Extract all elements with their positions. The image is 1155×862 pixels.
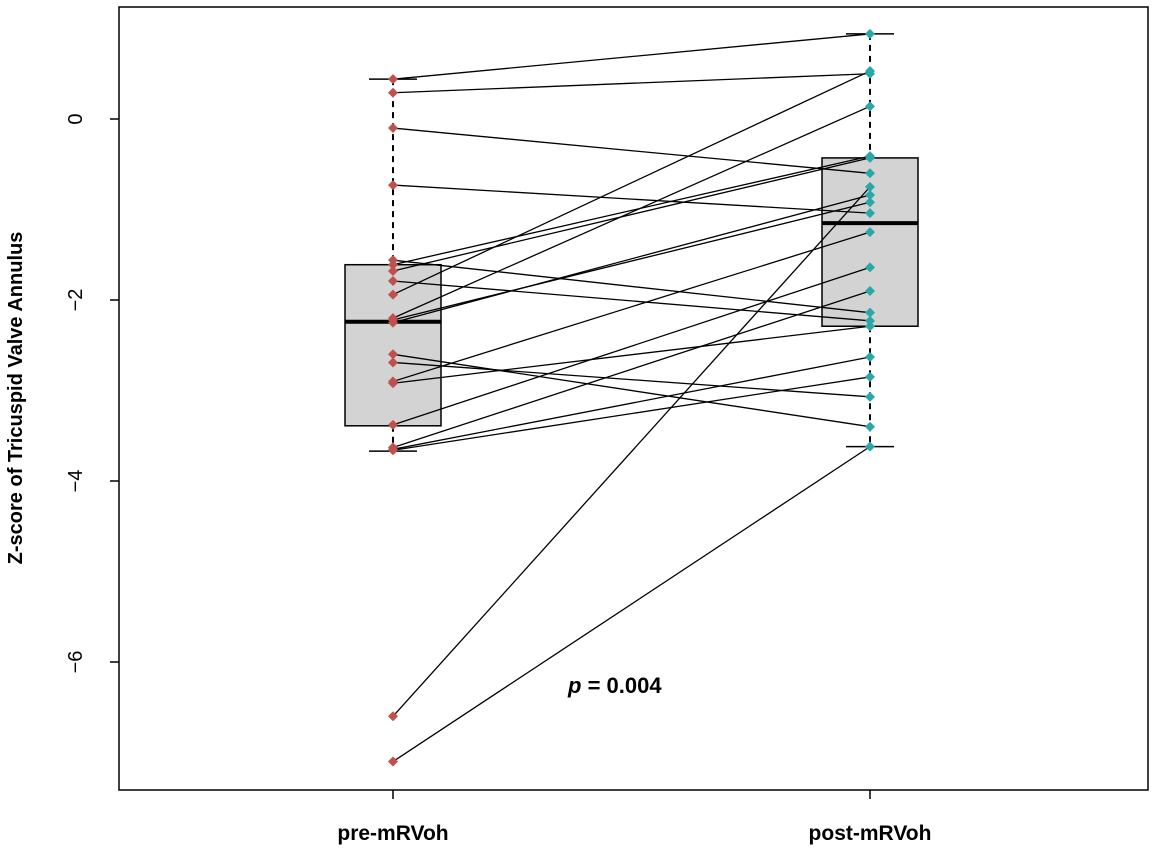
pair-line-9: [392, 105, 871, 319]
pair-line-7: [392, 280, 871, 322]
pair-line-18: [392, 356, 871, 450]
post-point-7: [865, 315, 875, 326]
post-point-6: [865, 152, 875, 163]
pre-point-1: [388, 87, 398, 98]
p-value-annotation: p = 0.004: [567, 673, 662, 698]
pair-line-4: [392, 259, 871, 314]
x-tick-label-post: post-mRVoh: [809, 822, 932, 845]
post-point-13: [865, 391, 875, 402]
pre-point-5: [388, 259, 398, 270]
post-point-16: [865, 262, 875, 273]
pair-line-2: [392, 127, 871, 174]
pair-line-17: [392, 290, 871, 449]
pair-line-15: [392, 325, 871, 384]
pair-line-13: [392, 361, 871, 398]
y-tick-label-0: 0: [65, 113, 87, 124]
post-point-9: [865, 101, 875, 112]
pre-point-19: [388, 445, 398, 456]
post-point-19: [865, 371, 875, 382]
p-value: = 0.004: [581, 673, 662, 698]
post-point-21: [865, 441, 875, 452]
pair-line-6: [392, 157, 871, 272]
y-axis-label: Z-score of Tricuspid Valve Annulus: [5, 232, 27, 565]
pre-point-11: [388, 317, 398, 328]
pre-point-20: [388, 711, 398, 722]
pre-point-16: [388, 419, 398, 430]
post-point-2: [865, 168, 875, 179]
post-point-3: [865, 208, 875, 219]
y-tick-label-1: −2: [65, 289, 87, 312]
pre-point-2: [388, 123, 398, 134]
pair-line-3: [392, 184, 871, 214]
pre-point-7: [388, 275, 398, 286]
post-point-15: [865, 321, 875, 332]
pair-line-11: [392, 194, 871, 324]
post-point-12: [865, 421, 875, 432]
post-point-14: [865, 227, 875, 238]
pre-point-3: [388, 180, 398, 191]
pair-line-8: [392, 70, 871, 296]
post-point-11: [865, 190, 875, 201]
pair-line-5: [392, 155, 871, 266]
post-point-4: [865, 307, 875, 318]
pair-line-19: [392, 376, 871, 451]
pair-line-0: [392, 33, 871, 80]
post-point-18: [865, 352, 875, 363]
post-point-0: [865, 28, 875, 39]
x-tick-label-pre: pre-mRVoh: [337, 822, 448, 845]
pair-line-14: [392, 231, 871, 383]
pair-line-10: [392, 201, 871, 321]
y-tick-label-2: −4: [65, 470, 87, 493]
post-point-20: [865, 181, 875, 192]
box-pre: [344, 263, 442, 427]
pre-point-8: [388, 289, 398, 300]
pre-point-15: [388, 378, 398, 389]
pair-line-1: [392, 73, 871, 94]
pre-point-21: [388, 756, 398, 767]
post-point-17: [865, 285, 875, 296]
post-point-10: [865, 197, 875, 208]
pair-line-20: [392, 186, 871, 717]
pre-point-13: [388, 357, 398, 368]
p-symbol: p: [567, 673, 581, 698]
post-point-8: [865, 66, 875, 77]
pre-point-6: [388, 266, 398, 277]
y-tick-label-3: −6: [65, 651, 87, 674]
pair-line-21: [392, 446, 871, 763]
plot-frame: [118, 6, 1149, 791]
pair-line-16: [392, 266, 871, 426]
pre-point-12: [388, 349, 398, 360]
pre-point-0: [388, 74, 398, 85]
pair-line-12: [392, 353, 871, 428]
